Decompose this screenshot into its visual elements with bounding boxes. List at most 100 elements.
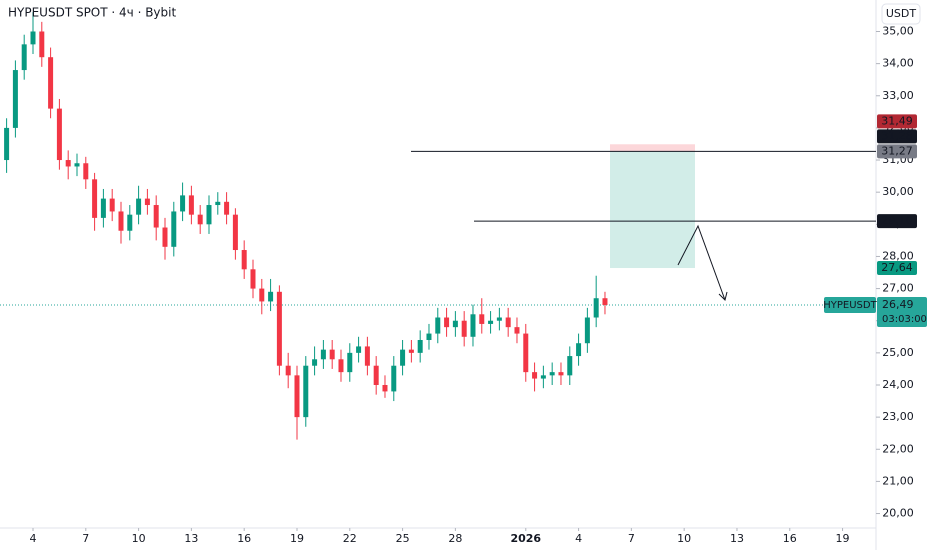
currency-button-label[interactable]: USDT xyxy=(886,7,917,20)
candle-body xyxy=(426,333,432,341)
symbol-tag-label: HYPEUSDT xyxy=(823,300,877,311)
projection-arrow xyxy=(677,224,726,301)
candle-body xyxy=(549,372,555,376)
candle-body xyxy=(30,31,36,45)
candle-body xyxy=(567,356,573,376)
candle-body xyxy=(329,349,335,360)
candle-body xyxy=(162,227,168,247)
candle-body xyxy=(540,375,546,379)
countdown: 03:03:00 xyxy=(882,314,927,325)
candle-body xyxy=(488,320,494,324)
candle-body xyxy=(320,349,326,360)
candle-body xyxy=(505,317,511,328)
x-tick-label: 28 xyxy=(448,532,462,545)
x-tick-label: 16 xyxy=(783,532,797,545)
candle-body xyxy=(188,195,194,215)
x-tick-label: 13 xyxy=(184,532,198,545)
candle-body xyxy=(241,250,247,270)
x-tick-label: 25 xyxy=(396,532,410,545)
price-tag xyxy=(877,129,917,144)
candle-body xyxy=(65,160,71,167)
candle-body xyxy=(39,31,45,58)
candle-body xyxy=(285,365,291,376)
price-tag-label: 29,10 xyxy=(881,214,913,227)
candle-body xyxy=(250,269,256,289)
last-price-label: 26,49 xyxy=(882,298,914,311)
candle-body xyxy=(259,288,265,302)
y-tick-label: 34,00 xyxy=(882,57,914,70)
candle-body xyxy=(4,127,10,161)
candle-body xyxy=(100,198,106,218)
y-tick-label: 21,00 xyxy=(882,474,914,487)
x-tick-label: 10 xyxy=(677,532,691,545)
candle-body xyxy=(470,314,476,337)
price-tag-label: 31,49 xyxy=(881,114,913,127)
chart-title: HYPEUSDT SPOT · 4ч · Bybit xyxy=(8,6,176,20)
x-tick-label: 4 xyxy=(575,532,582,545)
currency-button[interactable] xyxy=(881,3,921,25)
stop-zone xyxy=(610,144,695,152)
candle-body xyxy=(479,314,485,324)
candle-body xyxy=(558,372,564,376)
y-tick-label: 35,00 xyxy=(882,24,914,37)
candle-body xyxy=(312,359,318,366)
x-tick-label: 4 xyxy=(29,532,36,545)
arrow-head xyxy=(718,291,728,301)
candle-body xyxy=(364,346,370,366)
candle-body xyxy=(109,198,115,212)
candle-body xyxy=(593,298,599,318)
candle-body xyxy=(56,108,62,161)
candle-body xyxy=(92,179,98,218)
price-tag xyxy=(877,214,917,229)
y-tick-label: 22,00 xyxy=(882,442,914,455)
candle-body xyxy=(224,201,230,215)
candle-body xyxy=(83,163,89,180)
candle-body xyxy=(136,198,142,215)
candle-body xyxy=(171,211,177,247)
candle-body xyxy=(576,343,582,357)
candle-body xyxy=(12,70,18,128)
candle-body xyxy=(268,291,274,302)
price-tag-label: 31,28 xyxy=(881,129,913,142)
candle-body xyxy=(496,317,502,321)
y-tick-label: 28,00 xyxy=(882,249,914,262)
x-tick-label: 19 xyxy=(290,532,304,545)
y-tick-label: 27,00 xyxy=(882,282,914,295)
candle-body xyxy=(452,320,458,328)
y-tick-label: 30,00 xyxy=(882,185,914,198)
candle-body xyxy=(523,333,529,373)
candle-body xyxy=(215,201,221,206)
candle-body xyxy=(74,163,80,167)
candle-body xyxy=(356,346,362,353)
y-tick-label: 23,00 xyxy=(882,410,914,423)
candle-body xyxy=(232,214,238,251)
candle-body xyxy=(206,205,212,225)
candle-body xyxy=(127,214,133,231)
symbol-tag xyxy=(824,296,876,313)
content: 20,0021,0022,0023,0024,0025,0026,0027,00… xyxy=(0,12,914,545)
y-tick-label: 20,00 xyxy=(882,507,914,520)
candle-body xyxy=(303,365,309,418)
price-tag xyxy=(877,114,917,129)
y-tick-label: 24,00 xyxy=(882,378,914,391)
price-tag-label: 27,64 xyxy=(881,261,913,274)
y-tick-label: 33,00 xyxy=(882,89,914,102)
candle-body xyxy=(144,198,150,206)
candle-body xyxy=(276,291,282,366)
x-tick-label: 16 xyxy=(237,532,251,545)
candle-body xyxy=(417,340,423,353)
candle-body xyxy=(391,365,397,392)
price-tag xyxy=(877,261,917,276)
candle-body xyxy=(584,317,590,344)
candle-body xyxy=(408,349,414,353)
candle-body xyxy=(373,365,379,385)
y-tick-label: 25,00 xyxy=(882,346,914,359)
candle-body xyxy=(400,349,406,366)
candle-body xyxy=(118,211,124,231)
x-tick-label: 7 xyxy=(82,532,89,545)
x-tick-label: 10 xyxy=(132,532,146,545)
x-tick-label: 13 xyxy=(730,532,744,545)
price-tag-label: 31,27 xyxy=(881,144,913,157)
target-zone xyxy=(610,151,695,269)
